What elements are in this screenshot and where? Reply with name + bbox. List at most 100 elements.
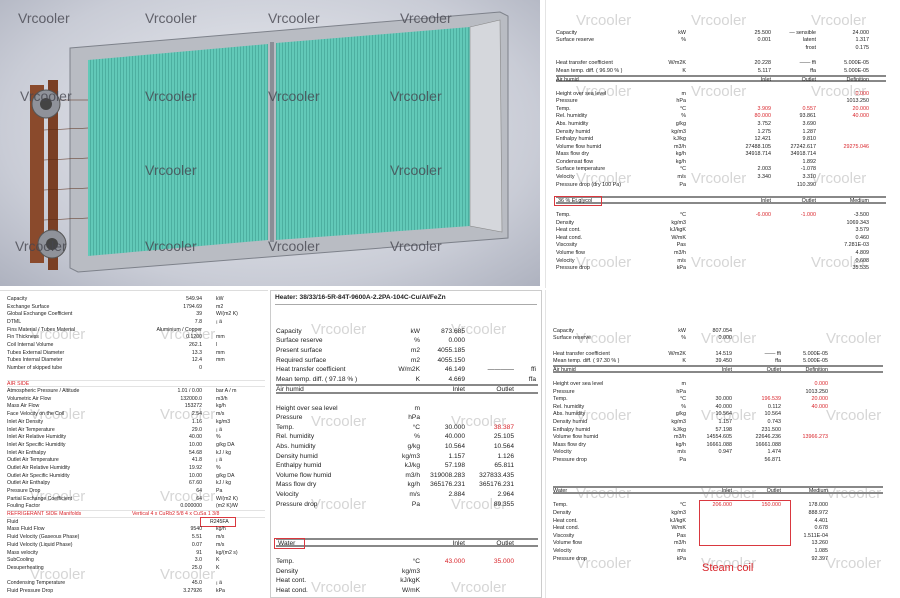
row-label: SubCooling bbox=[7, 557, 34, 564]
blank-row bbox=[556, 204, 886, 212]
row-label: Heat cont. bbox=[553, 517, 578, 524]
row-value: 7.8 bbox=[194, 318, 202, 325]
row-value: W/(m2 K) bbox=[216, 311, 238, 318]
row-label: Outlet Air Temperature bbox=[7, 457, 59, 464]
row-value: 54.68 bbox=[189, 449, 202, 456]
table-row: Velocity m/s 3.340 3.310 bbox=[556, 173, 886, 181]
row-value: Outlet bbox=[766, 488, 781, 495]
row-label: Pressure bbox=[556, 98, 578, 105]
table-row: Pressure hPa 1013.250 bbox=[553, 388, 883, 396]
watermark: Vrcooler bbox=[145, 10, 197, 26]
table-row: Pressure drop (dry 100 Pa) Pa 110.390 bbox=[556, 181, 886, 189]
table-row: SubCooling 3.0 K bbox=[7, 556, 265, 564]
row-label: Capacity bbox=[553, 327, 574, 334]
row-label: Outlet Air Specific Humidity bbox=[7, 472, 70, 479]
table-row: frost 0.175 bbox=[556, 44, 886, 52]
row-label: Mass flow dry bbox=[553, 441, 586, 448]
row-value: ¡ ä bbox=[216, 318, 223, 325]
row-label: Air humid bbox=[556, 76, 579, 83]
row-value: 1.126 bbox=[497, 452, 514, 460]
row-value: 34918.714 bbox=[745, 151, 771, 158]
row-label: Velocity bbox=[556, 174, 575, 181]
row-label: Viscosity bbox=[276, 597, 386, 598]
row-label: Condensing Temperature bbox=[7, 580, 66, 587]
row-label: Volume flow humid bbox=[556, 143, 602, 150]
table-row: Pressure Drop 64 Pa bbox=[7, 487, 265, 495]
steam-temp-highlight-box bbox=[699, 500, 791, 546]
row-label: Enthalpy humid bbox=[553, 426, 591, 433]
row-value: % bbox=[216, 434, 221, 441]
row-label: Surface temperature bbox=[556, 166, 606, 173]
datasheet-table: Capacity 549.94 kW Exchange Surface 1794.69 m… bbox=[7, 295, 265, 595]
watermark: Vrcooler bbox=[390, 162, 442, 178]
row-value: K bbox=[415, 375, 420, 383]
row-label: Abs. humidity bbox=[553, 411, 586, 418]
row-value: 1069.343 bbox=[846, 219, 869, 226]
row-value: Inlet bbox=[452, 386, 465, 394]
row-value: 89.355 bbox=[493, 500, 514, 508]
row-label: Density bbox=[553, 510, 571, 517]
row-value: 14.519 bbox=[715, 350, 733, 357]
row-value: K bbox=[682, 67, 686, 74]
table-row: Required surface m2 4055.150 bbox=[276, 355, 538, 365]
row-value: Pa bbox=[411, 500, 420, 508]
table-row: Surface reserve% 0.000 bbox=[553, 335, 883, 343]
row-value: Inlet bbox=[452, 539, 465, 547]
table-row: Condensing Temperature 45.0 ¡ ä bbox=[7, 579, 265, 587]
row-value: 24.000 bbox=[852, 29, 870, 36]
row-value: 5.000E-05 bbox=[844, 60, 869, 67]
row-value: kJ/kg bbox=[673, 426, 686, 433]
watermark: Vrcooler bbox=[145, 88, 197, 104]
row-value: °C bbox=[412, 558, 420, 566]
table-row: Velocity m/s 0.608 bbox=[556, 257, 886, 265]
row-label: Heat transfer coefficient bbox=[276, 366, 346, 374]
row-value: 80.000 bbox=[754, 113, 772, 120]
row-value: Outlet bbox=[496, 386, 514, 394]
table-row: Capacity kW 807.054 bbox=[553, 327, 883, 335]
row-value: 43.000 bbox=[444, 558, 465, 566]
table-row: Temp. °C 3.909 0.557 20.000 bbox=[556, 105, 886, 113]
row-label: Enthalpy humid bbox=[276, 462, 322, 470]
row-label: Volume flow humid bbox=[553, 434, 599, 441]
row-value: 110.390 bbox=[796, 181, 816, 188]
table-row: Volume flow humid m3/h 27488.105 27242.617 2… bbox=[556, 143, 886, 151]
row-value: 45.0 bbox=[191, 580, 202, 587]
row-label: Density bbox=[556, 219, 574, 226]
row-value: 20.000 bbox=[852, 105, 870, 112]
row-value: hPa bbox=[676, 388, 686, 395]
row-value: W/mK bbox=[671, 234, 686, 241]
row-value: 1.16 bbox=[191, 418, 202, 425]
row-value: 29.0 bbox=[191, 426, 202, 433]
row-value: 40.000 bbox=[852, 113, 870, 120]
row-value: 30.000 bbox=[444, 423, 465, 431]
row-label: Inlet Air Specific Humidity bbox=[7, 441, 66, 448]
table-row: Surface reserve% 0.001 latent 1.317 bbox=[556, 37, 886, 45]
row-value: m3/h bbox=[674, 143, 686, 150]
row-value: Aluminium / Copper bbox=[156, 326, 202, 333]
row-value: kg/h bbox=[216, 526, 226, 533]
table-row: Pressure drop kPa 92.397 bbox=[553, 555, 883, 563]
row-value: ffa bbox=[775, 358, 781, 365]
table-row: Inlet Air Enthalpy 54.68 kJ / kg bbox=[7, 449, 265, 457]
table-row: Capacity kW 25.500 — sensible 24.000 bbox=[556, 29, 886, 37]
row-value: ffa bbox=[528, 375, 536, 383]
row-value: 1.317 bbox=[855, 37, 870, 44]
table-row: Viscosity Pas 1.511E-04 bbox=[553, 532, 883, 540]
table-row: Density kg/m3 1069.343 bbox=[556, 219, 886, 227]
row-value: m3/h bbox=[674, 250, 686, 257]
row-value: m bbox=[681, 90, 687, 97]
row-value: 132000.0 bbox=[180, 395, 202, 402]
blank-row bbox=[276, 528, 538, 538]
table-row: Partial Exchange Coefficient 64 W/(m2 K) bbox=[7, 495, 265, 503]
row-label: Surface reserve bbox=[553, 335, 592, 342]
watermark: Vrcooler bbox=[30, 566, 86, 583]
row-value: 153272 bbox=[184, 403, 202, 410]
row-label: Heat cont. bbox=[276, 577, 307, 585]
row-label: Enthalpy humid bbox=[556, 136, 594, 143]
row-label: Density humid bbox=[553, 418, 588, 425]
row-label: Fouling Factor bbox=[7, 503, 41, 510]
watermark: Vrcooler bbox=[576, 12, 632, 29]
row-value: 27242.617 bbox=[790, 143, 816, 150]
blank-row bbox=[276, 547, 538, 557]
